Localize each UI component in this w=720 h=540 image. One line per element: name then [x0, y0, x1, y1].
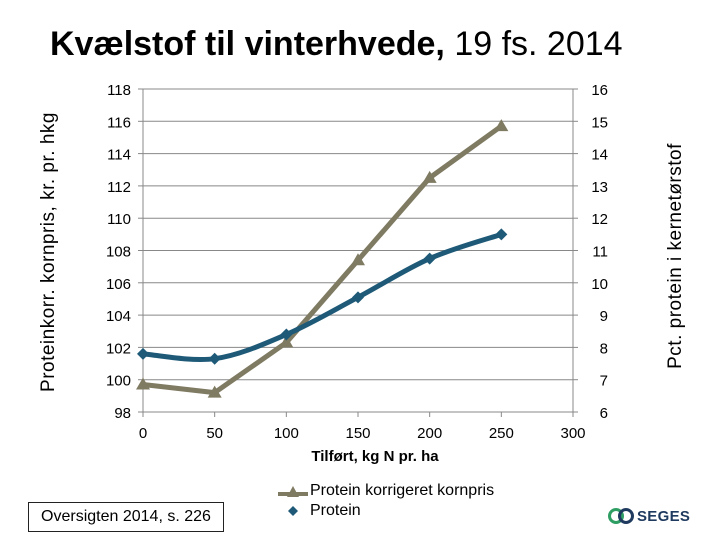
y-tick-left-label: 110 — [107, 211, 131, 228]
y-tick-left-label: 104 — [106, 308, 131, 325]
y-tick-left-label: 114 — [107, 147, 131, 164]
x-tick-label: 250 — [489, 425, 514, 442]
chart-title-sub: 19 fs. 2014 — [454, 25, 623, 63]
data-point-protein — [208, 352, 221, 365]
y-tick-left-label: 102 — [106, 340, 131, 357]
y-tick-left-label: 112 — [107, 179, 131, 196]
seges-logo-icon — [608, 508, 634, 524]
chart-title: Kvælstof til vinterhvede, 19 fs. 2014 — [50, 22, 670, 66]
x-axis-label: Tilført, kg N pr. ha — [311, 448, 439, 465]
data-point-protein — [352, 291, 364, 304]
x-tick-label: 300 — [560, 425, 585, 442]
legend-triangle-icon — [278, 486, 308, 497]
y-tick-right-label: 9 — [600, 308, 608, 325]
data-point-kornpris — [207, 385, 222, 398]
data-point-kornpris — [279, 335, 294, 348]
legend: Protein korrigeret kornpris Protein — [278, 481, 494, 521]
legend-label-protein: Protein — [310, 502, 361, 519]
legend-item-kornpris: Protein korrigeret kornpris — [278, 481, 494, 501]
y-axis-right-label: Pct. protein i kernetørstof — [665, 143, 686, 369]
data-point-protein — [280, 328, 293, 341]
x-tick-label: 150 — [345, 425, 370, 442]
seges-logo: SEGES — [608, 506, 690, 526]
x-tick-label: 50 — [206, 425, 223, 442]
y-tick-left-label: 118 — [107, 82, 131, 99]
brand-name: SEGES — [637, 507, 691, 525]
y-tick-right-label: 16 — [591, 82, 608, 99]
y-tick-left-label: 108 — [106, 244, 131, 261]
y-tick-right-label: 12 — [591, 211, 608, 228]
y-tick-left-label: 116 — [107, 114, 131, 131]
x-tick-label: 0 — [139, 425, 147, 442]
series-line-protein — [142, 231, 503, 362]
y-tick-right-label: 11 — [592, 244, 608, 261]
y-tick-left-label: 98 — [114, 405, 131, 422]
data-point-kornpris — [494, 119, 509, 132]
data-point-kornpris — [422, 170, 437, 183]
y-tick-left-label: 100 — [106, 373, 131, 390]
x-tick-label: 200 — [417, 425, 442, 442]
y-axis-left-label: Proteinkorr. kornpris, kr. pr. hkg — [38, 112, 59, 392]
data-point-protein — [495, 228, 508, 241]
x-tick-label: 100 — [274, 425, 299, 442]
y-tick-right-label: 10 — [591, 276, 608, 293]
y-tick-left-label: 106 — [106, 276, 131, 293]
y-tick-right-label: 8 — [600, 340, 608, 357]
legend-item-protein: Protein — [278, 501, 494, 521]
data-point-kornpris — [136, 377, 150, 390]
y-tick-right-label: 14 — [591, 147, 608, 164]
series-line-kornpris — [142, 124, 503, 396]
data-point-protein — [137, 347, 149, 360]
data-point-protein — [423, 252, 436, 265]
y-tick-right-label: 7 — [600, 373, 608, 390]
y-tick-right-label: 15 — [591, 114, 608, 131]
chart-title-main: Kvælstof til vinterhvede, — [50, 25, 445, 63]
y-tick-right-label: 13 — [591, 179, 608, 196]
source-note: Oversigten 2014, s. 226 — [28, 502, 224, 532]
legend-diamond-icon — [288, 506, 298, 516]
legend-label-kornpris: Protein korrigeret kornpris — [310, 482, 495, 499]
data-point-kornpris — [351, 253, 365, 266]
y-tick-right-label: 6 — [600, 405, 608, 422]
